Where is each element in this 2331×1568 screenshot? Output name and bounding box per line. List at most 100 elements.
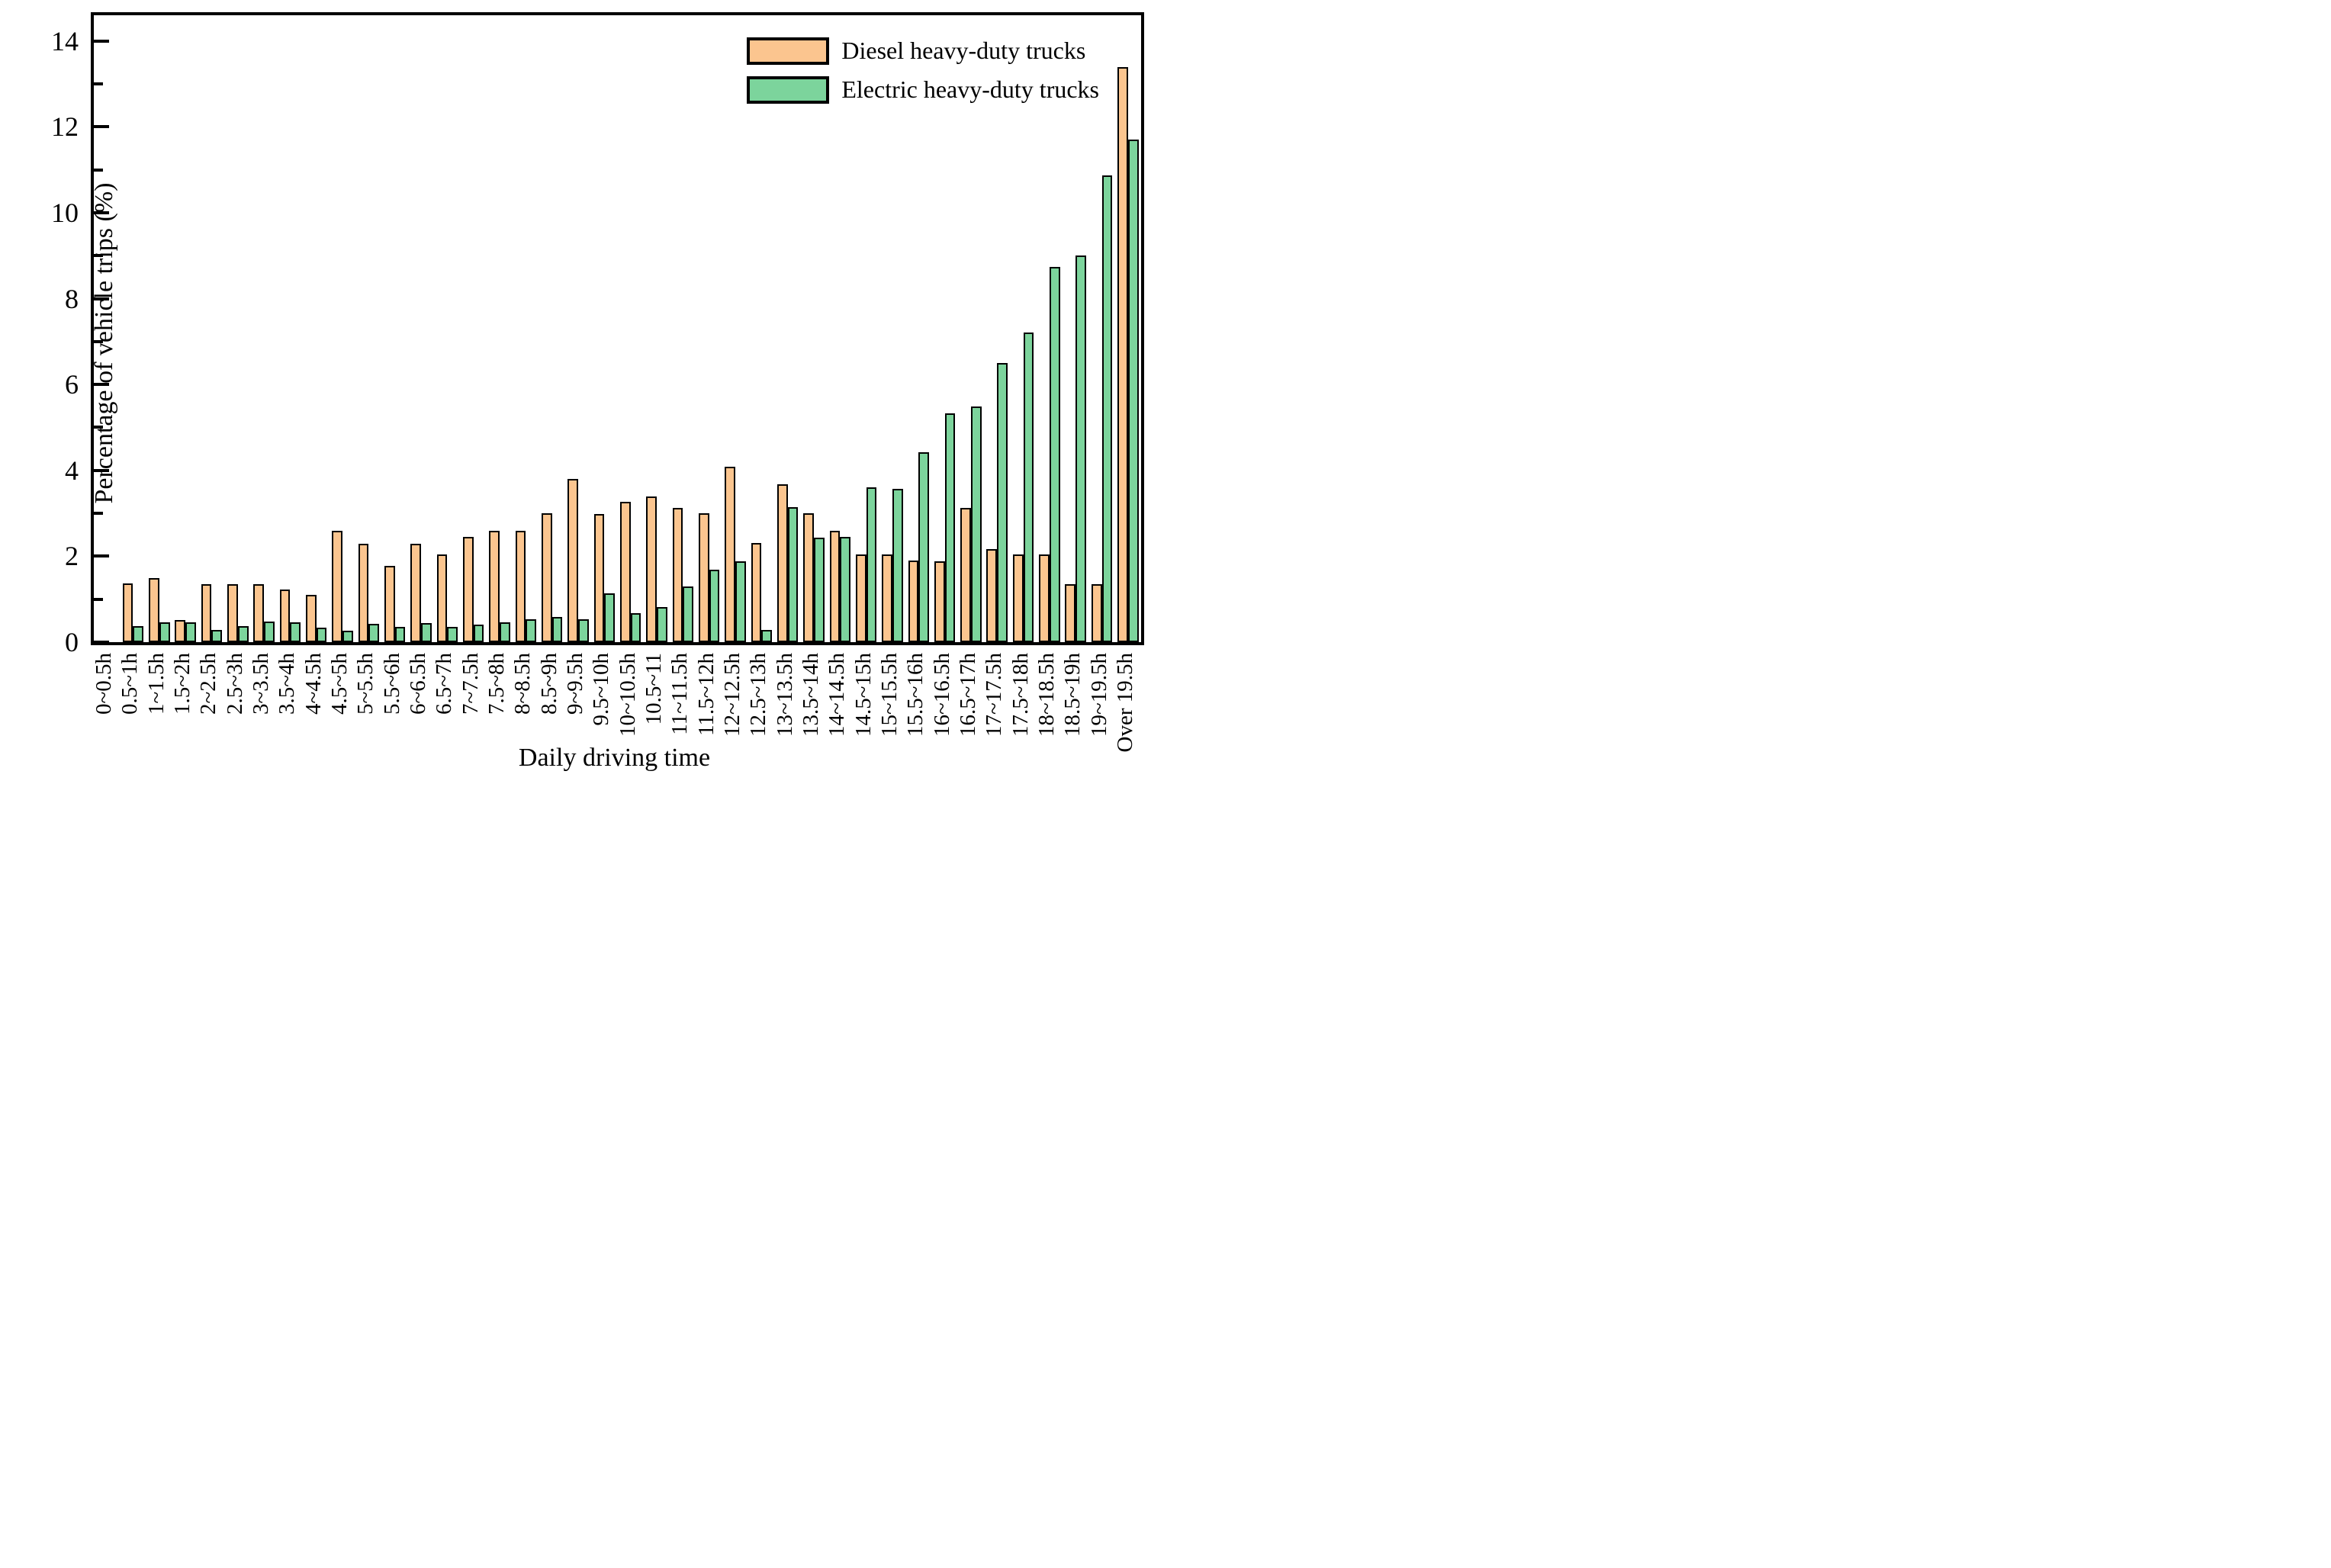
y-tick-minor — [94, 597, 103, 601]
x-category-label: 11.5~12h — [693, 653, 719, 736]
x-category-label: 2.5~3h — [222, 653, 247, 715]
x-category-label: 19~19.5h — [1086, 653, 1111, 737]
x-category-label: 7.5~8h — [484, 653, 510, 715]
legend-label-diesel: Diesel heavy-duty trucks — [841, 37, 1086, 64]
bar-electric-5~5.5h — [368, 623, 380, 642]
x-category-label: 5~5.5h — [353, 653, 378, 715]
bar-electric-14.5~15h — [866, 487, 877, 642]
y-tick-major — [94, 554, 109, 558]
bar-electric-14~14.5h — [840, 537, 850, 642]
bar-diesel-16~16.5h — [934, 561, 945, 642]
y-tick-label: 10 — [51, 197, 79, 228]
bar-electric-18.5~19h — [1075, 255, 1086, 642]
x-category-label: 9.5~10h — [589, 653, 614, 726]
x-category-label: 6.5~7h — [432, 653, 457, 715]
y-tick-major — [94, 39, 109, 43]
bar-electric-12.5~13h — [761, 630, 772, 642]
x-category-label: 18.5~19h — [1060, 653, 1085, 737]
bar-electric-11~11.5h — [683, 586, 694, 642]
x-category-label: 16.5~17h — [955, 653, 980, 737]
bar-electric-19~19.5h — [1101, 175, 1113, 642]
y-tick-label: 2 — [65, 541, 79, 572]
x-category-label: 10.5~11 — [641, 653, 666, 725]
y-tick-label: 12 — [51, 111, 79, 143]
y-tick-label: 0 — [65, 627, 79, 657]
bar-diesel-19~19.5h — [1091, 584, 1102, 642]
bar-electric-2~2.5h — [211, 629, 223, 642]
bar-diesel-14~14.5h — [829, 531, 841, 642]
bar-diesel-10.5~11 — [646, 496, 657, 642]
bar-diesel-16.5~17h — [960, 507, 971, 642]
x-category-label: 5.5~6h — [379, 653, 404, 715]
bar-electric-15~15.5h — [892, 489, 903, 642]
bar-electric-7.5~8h — [500, 622, 510, 642]
bar-electric-16~16.5h — [944, 413, 956, 642]
x-category-label: 13.5~14h — [798, 653, 823, 737]
legend: Diesel heavy-duty trucks Electric heavy-… — [747, 37, 1099, 104]
bar-electric-7~7.5h — [473, 624, 484, 642]
x-category-label: 12~12.5h — [719, 653, 744, 737]
x-category-label: 11~11.5h — [667, 653, 693, 735]
bar-electric-13.5~14h — [813, 538, 825, 642]
bar-diesel-18~18.5h — [1039, 554, 1050, 642]
bar-diesel-3~3.5h — [253, 584, 265, 642]
bar-diesel-3.5~4h — [279, 590, 291, 642]
bar-diesel-15~15.5h — [882, 554, 892, 642]
plot-area: Percentage of vehicle trips (%) 0 2 4 6 8 10 1… — [51, 12, 1144, 656]
x-category-label: 9~9.5h — [563, 653, 587, 715]
y-tick-label: 4 — [65, 455, 79, 486]
bar-diesel-4~4.5h — [306, 595, 317, 642]
y-tick-label: 8 — [65, 283, 79, 314]
bar-electric-4.5~5h — [342, 630, 353, 642]
bar-diesel-6.5~7h — [436, 554, 448, 642]
y-axis-title: Percentage of vehicle trips (%) — [90, 182, 118, 504]
x-category-label: 3~3.5h — [249, 653, 274, 715]
bar-diesel-1~1.5h — [149, 577, 159, 642]
x-category-label: 2~2.5h — [196, 653, 221, 715]
bar-diesel-9~9.5h — [567, 479, 578, 642]
y-tick-minor — [94, 339, 103, 343]
bar-electric-4~4.5h — [316, 628, 327, 642]
bar-electric-1~1.5h — [159, 622, 170, 642]
x-category-label: 0~0.5h — [92, 653, 117, 715]
bar-diesel-5.5~6h — [384, 566, 395, 642]
bar-diesel-15.5~16h — [908, 561, 919, 642]
bar-diesel-13~13.5h — [776, 484, 788, 642]
x-category-label: 17~17.5h — [982, 653, 1007, 737]
x-category-label: 15~15.5h — [876, 653, 902, 737]
bar-electric-13~13.5h — [787, 506, 799, 642]
bar-diesel-1.5~2h — [175, 619, 186, 642]
bar-electric-17.5~18h — [1023, 333, 1034, 642]
legend-item-electric: Electric heavy-duty trucks — [747, 76, 1099, 104]
bar-electric-18~18.5h — [1049, 266, 1060, 642]
bar-diesel-17~17.5h — [986, 549, 998, 642]
x-category-label: 1~1.5h — [143, 653, 169, 715]
bar-diesel-12.5~13h — [751, 542, 762, 642]
x-category-label: 15.5~16h — [903, 653, 928, 737]
bar-diesel-7~7.5h — [462, 537, 474, 642]
bar-electric-3.5~4h — [290, 622, 301, 642]
x-category-label: 10~10.5h — [615, 653, 640, 737]
x-category-label: 4~4.5h — [301, 653, 326, 715]
bar-diesel-7.5~8h — [489, 531, 500, 642]
bar-diesel-8.5~9h — [541, 513, 552, 642]
bar-electric-9~9.5h — [578, 619, 589, 642]
bar-diesel-4.5~5h — [332, 531, 343, 642]
bar-electric-10~10.5h — [630, 613, 641, 642]
y-tick-major — [94, 210, 109, 214]
bar-electric-16.5~17h — [970, 406, 982, 642]
bar-electric-9.5~10h — [604, 593, 616, 642]
y-tick-major — [94, 125, 109, 129]
bar-diesel-12~12.5h — [725, 467, 735, 642]
bar-diesel-6~6.5h — [410, 543, 422, 642]
bar-electric-11.5~12h — [709, 569, 720, 642]
x-category-label: 14.5~15h — [850, 653, 876, 737]
legend-item-diesel: Diesel heavy-duty trucks — [747, 37, 1099, 65]
y-tick-minor — [94, 512, 103, 516]
y-tick-minor — [94, 426, 103, 429]
y-tick-minor — [94, 168, 103, 172]
bar-electric-2.5~3h — [237, 626, 249, 642]
bar-diesel-0.5~1h — [122, 583, 133, 642]
bar-electric-10.5~11 — [656, 606, 667, 642]
bar-electric-Over 19.5h — [1127, 140, 1139, 642]
